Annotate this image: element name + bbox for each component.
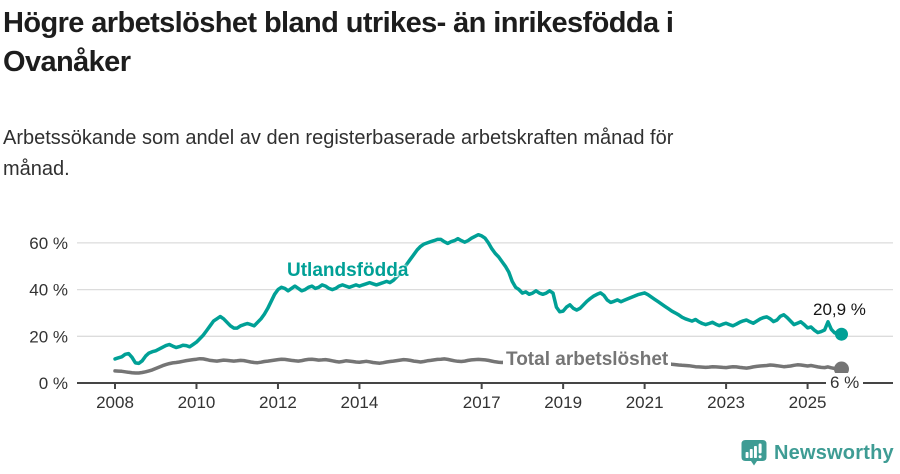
title-line-2: Ovanåker <box>3 46 131 78</box>
end-value-label-total: 6 % <box>826 373 864 393</box>
title-line-1: Högre arbetslöshet bland utrikes- än inr… <box>3 7 674 39</box>
y-tick-label: 0 % <box>39 374 68 393</box>
y-tick-label: 60 % <box>29 234 68 253</box>
x-tick-label: 2010 <box>178 393 216 412</box>
x-tick-label: 2025 <box>789 393 827 412</box>
chart-subtitle: Arbetssökande som andel av den registerb… <box>3 123 823 185</box>
bar-medium <box>749 449 753 458</box>
end-dot <box>835 327 848 341</box>
series-line-total <box>113 356 844 375</box>
end-value-label-utlandsfodda: 20,9 % <box>813 300 866 319</box>
x-tick-label: 2014 <box>341 393 379 412</box>
page-title: Högre arbetslöshet bland utrikes- än inr… <box>3 4 873 82</box>
x-tick-label: 2008 <box>96 393 134 412</box>
brand-name: Newsworthy <box>774 441 894 464</box>
brand-footer[interactable]: Newsworthy <box>741 439 894 467</box>
subtitle-line-1: Arbetssökande som andel av den registerb… <box>3 127 674 149</box>
bar-small <box>745 452 749 458</box>
exclamation-bar <box>758 443 762 454</box>
x-tick-label: 2012 <box>259 393 297 412</box>
x-tick-label: 2017 <box>463 393 501 412</box>
bar-large <box>754 446 757 458</box>
newsworthy-logo-icon <box>741 440 767 466</box>
x-tick-label: 2023 <box>707 393 745 412</box>
y-tick-label: 20 % <box>29 327 68 346</box>
x-tick-label: 2021 <box>626 393 664 412</box>
subtitle-line-2: månad. <box>3 158 70 180</box>
series-label-utlandsfodda: Utlandsfödda <box>287 260 409 281</box>
y-tick-label: 40 % <box>29 281 68 300</box>
series-line-utlandsfodda <box>113 232 844 366</box>
series-label-total-arbetsloshet: Total arbetslöshet <box>503 349 672 371</box>
exclamation-dot <box>758 455 762 459</box>
x-tick-label: 2019 <box>544 393 582 412</box>
